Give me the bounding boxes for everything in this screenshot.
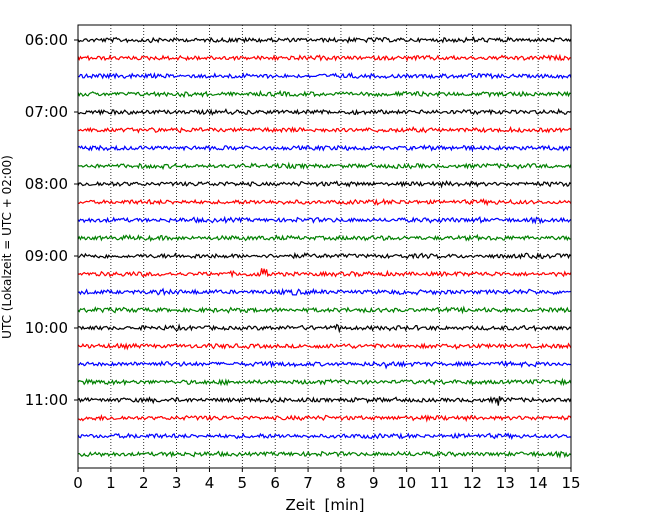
trace-line	[77, 268, 572, 279]
y-tick-label: 11:00	[25, 391, 68, 409]
y-tick-label: 06:00	[25, 31, 68, 49]
trace-line	[77, 413, 572, 423]
x-tick-label: 14	[529, 474, 548, 492]
x-tick-label: 6	[270, 474, 280, 492]
x-tick-label: 4	[205, 474, 215, 492]
x-tick-label: 10	[397, 474, 416, 492]
y-tick-label: 07:00	[25, 103, 68, 121]
trace-line	[77, 395, 572, 406]
trace-line	[77, 450, 572, 459]
trace-line	[77, 377, 572, 387]
y-tick-label: 09:00	[25, 247, 68, 265]
trace-line	[78, 71, 572, 80]
trace-line	[77, 35, 572, 44]
x-tick-label: 13	[496, 474, 515, 492]
trace-line	[77, 215, 572, 225]
y-tick-label: 08:00	[25, 175, 68, 193]
y-axis-label: UTC (Lokalzeit = UTC + 02:00)	[0, 155, 14, 339]
x-tick-label: 12	[463, 474, 482, 492]
trace-line	[77, 233, 572, 243]
trace-line	[77, 305, 572, 315]
plot-frame	[77, 24, 572, 469]
trace-line	[78, 251, 572, 260]
trace-line	[77, 89, 572, 99]
trace-line	[77, 179, 572, 189]
minute-grid	[110, 25, 539, 468]
x-tick-label: 2	[139, 474, 149, 492]
trace-line	[77, 144, 572, 153]
x-tick-label: 9	[369, 474, 379, 492]
trace-line	[77, 161, 572, 171]
x-tick-label: 3	[172, 474, 182, 492]
y-axis-ticks: 06:00 07:00 08:00 09:00 10:00 11:00	[25, 31, 78, 409]
trace-line	[77, 360, 572, 370]
x-tick-label: 11	[430, 474, 449, 492]
x-tick-label: 7	[303, 474, 313, 492]
x-axis-label: Zeit [min]	[285, 496, 364, 514]
x-tick-label: 15	[561, 474, 580, 492]
trace-line	[77, 287, 572, 297]
y-tick-label: 10:00	[25, 319, 68, 337]
trace-line	[77, 323, 572, 334]
trace-line	[77, 108, 572, 116]
trace-line	[77, 342, 572, 351]
seismogram-traces	[77, 35, 572, 459]
trace-line	[77, 53, 571, 62]
x-tick-label: 0	[73, 474, 83, 492]
x-tick-label: 1	[106, 474, 116, 492]
trace-line	[77, 432, 572, 441]
trace-line	[77, 125, 572, 134]
x-tick-label: 8	[336, 474, 346, 492]
trace-line	[77, 197, 572, 207]
x-tick-label: 5	[238, 474, 248, 492]
x-axis-ticks: 0 1 2 3 4 5 6 7 8 9 10 11 12 13 14 15	[73, 468, 581, 492]
